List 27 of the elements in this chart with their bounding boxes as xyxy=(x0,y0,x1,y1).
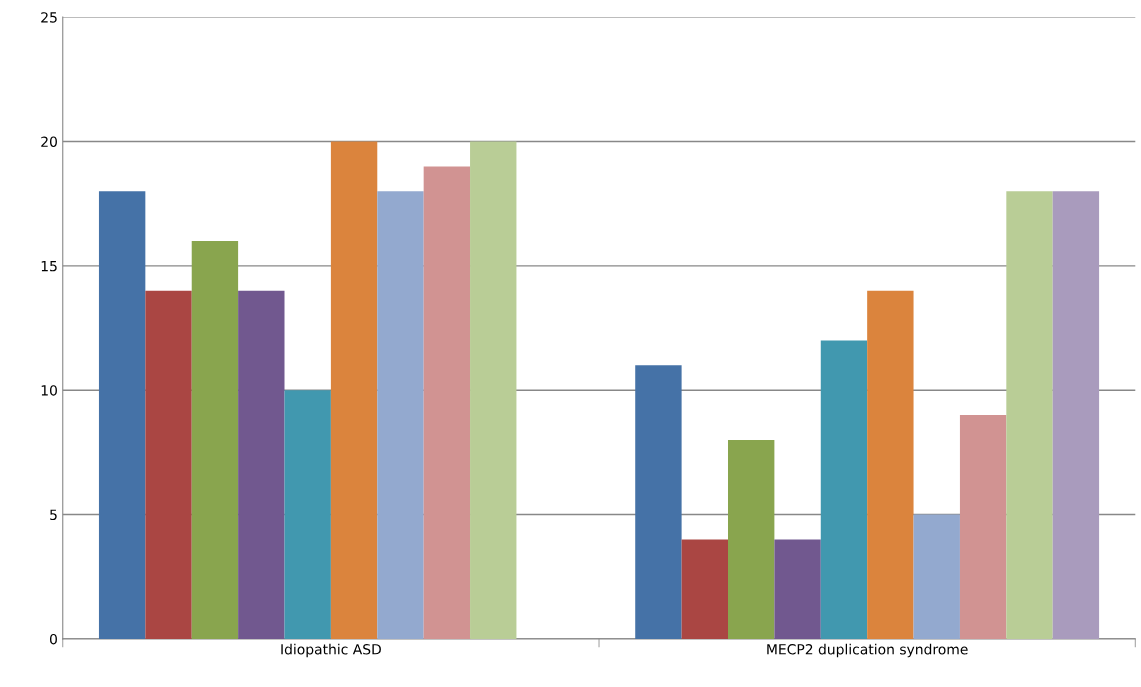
bar xyxy=(1006,191,1053,639)
y-tick-label: 0 xyxy=(49,633,57,645)
bar xyxy=(1052,191,1100,639)
x-tick-label: Idiopathic ASD xyxy=(281,643,381,658)
x-tick-label: MECP2 duplication syndrome xyxy=(767,643,968,658)
bar xyxy=(377,191,424,639)
bar xyxy=(284,390,331,639)
bar xyxy=(913,514,960,639)
bar xyxy=(681,539,728,639)
bar xyxy=(238,290,285,639)
y-tick-label: 10 xyxy=(41,385,57,396)
bar xyxy=(470,141,517,639)
bar xyxy=(774,539,821,639)
bar xyxy=(330,141,378,639)
y-tick-label: 20 xyxy=(41,136,57,147)
bar xyxy=(959,415,1007,639)
bar xyxy=(820,340,868,639)
y-tick-label: 5 xyxy=(50,509,57,521)
bar xyxy=(635,365,682,639)
bar xyxy=(145,290,192,639)
bar xyxy=(867,290,914,639)
y-tick-label: 15 xyxy=(41,261,57,272)
bar xyxy=(98,191,146,639)
bar xyxy=(191,241,239,639)
bar xyxy=(423,166,471,639)
y-tick-label: 25 xyxy=(41,12,57,23)
bar xyxy=(728,439,775,639)
